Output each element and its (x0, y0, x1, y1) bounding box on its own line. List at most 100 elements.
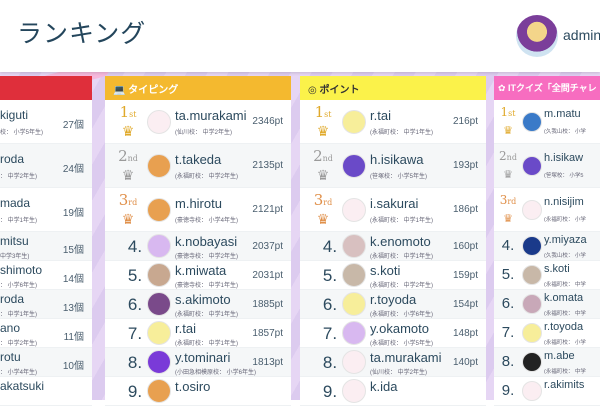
ranking-row[interactable]: 7. r.tai (永福町校： 中学1年生) 1857pt (105, 319, 291, 348)
score: 19個 (62, 208, 84, 219)
ranking-row[interactable]: 8. y.tominari (小田急相模原校： 小学6年生) 1813pt (105, 348, 291, 377)
ranking-row[interactable]: roda ： 中学1年生) 13個 (0, 290, 92, 319)
user-name[interactable]: s.koti (544, 263, 570, 275)
user-name[interactable]: akatsuki (0, 379, 45, 393)
avatar (342, 379, 366, 403)
ranking-row[interactable]: 5. k.miwata (豪徳寺校： 中学1年生) 2031pt (105, 261, 291, 290)
ranking-row[interactable]: 6. k.omata (永福町校： 中学 (494, 290, 600, 319)
ranking-row[interactable]: 5. s.koti (永福町校： 中学2年生) 159pt (300, 261, 486, 290)
ranking-row[interactable]: shimoto ： 小学6年生) 14個 (0, 261, 92, 290)
user-name[interactable]: i.sakurai (370, 196, 419, 211)
ranking-row[interactable]: rotu ： 小学4年生) 10個 (0, 348, 92, 377)
user-name[interactable]: r.toyoda (370, 292, 417, 307)
user-name[interactable]: r.toyoda (544, 321, 584, 333)
ranking-row[interactable]: mada ： 中学1年生) 19個 (0, 188, 92, 232)
user-name[interactable]: rotu (0, 350, 21, 364)
user-name[interactable]: h.isikaw (544, 152, 584, 164)
ranking-row[interactable]: 7. y.okamoto (永福町校： 小学5年生) 148pt (300, 319, 486, 348)
ranking-row[interactable]: 1st ♛ r.tai (永福町校： 中学1年生) 216pt (300, 100, 486, 144)
ranking-row[interactable]: kiguti 校： 小学5年生) 27個 (0, 100, 92, 144)
user-name[interactable]: k.omata (544, 292, 584, 304)
ranking-row[interactable]: 7. r.toyoda (永福町校： 小学 (494, 319, 600, 348)
score: 160pt (452, 241, 478, 252)
ranking-row[interactable]: 5. s.koti (永福町校： 中学 (494, 261, 600, 290)
user-name[interactable]: ta.murakami (175, 108, 247, 123)
user-name[interactable]: roda (0, 152, 25, 166)
user-name[interactable]: s.akimoto (175, 292, 231, 307)
user-name[interactable]: k.miwata (175, 263, 227, 278)
column-title: ITクイズ「全問チャレ (508, 83, 597, 93)
column-header (0, 76, 92, 100)
ranking-row[interactable]: 3rd ♛ i.sakurai (永福町校： 中学1年生) 186pt (300, 188, 486, 232)
ranking-row[interactable]: 3rd ♛ n.nisijim (永福町校： 小学 (494, 188, 600, 232)
avatar (522, 265, 542, 285)
user-name[interactable]: m.matu (544, 108, 581, 120)
user-name[interactable]: mitsu (0, 234, 29, 248)
ranking-row[interactable]: 6. s.akimoto (永福町校： 中学1年生) 1885pt (105, 290, 291, 319)
rank-number: 6. (127, 295, 143, 314)
ranking-row[interactable]: 1st ♛ m.matu (久我山校： 小学 (494, 100, 600, 144)
ranking-row[interactable]: 9. k.ida (300, 377, 486, 406)
user-name[interactable]: admin (563, 27, 600, 43)
ranking-row[interactable]: 3rd ♛ m.hirotu (豪徳寺校： 小学4年生) 2121pt (105, 188, 291, 232)
ranking-row[interactable]: akatsuki (0, 377, 92, 406)
school-grade: 校： 小学5年生) (0, 130, 44, 136)
rank-number: 9. (501, 382, 515, 399)
rank-number: 8. (501, 353, 515, 370)
user-name[interactable]: k.enomoto (370, 234, 431, 249)
user-name[interactable]: r.tai (175, 321, 196, 336)
ranking-row[interactable]: 8. m.abe (永福町校： 中学 (494, 348, 600, 377)
school-grade: (永福町校： 小学 (544, 217, 586, 223)
user-name[interactable]: mada (0, 196, 31, 210)
ranking-row[interactable]: 1st ♛ ta.murakami (仙川校： 中学2年生) 2346pt (105, 100, 291, 144)
score: 13個 (62, 303, 84, 314)
user-name[interactable]: t.osiro (175, 379, 211, 394)
user-name[interactable]: r.akimits (544, 379, 585, 391)
ranking-row[interactable]: 9. t.osiro (105, 377, 291, 406)
school-grade: (豪徳寺校： 小学4年生) (175, 218, 239, 224)
school-grade: (豪徳寺校： 中学1年生) (175, 283, 239, 289)
column-title: タイピング (128, 85, 179, 96)
ranking-row[interactable]: 2nd ♛ h.isikaw (笹塚校： 小学5 (494, 144, 600, 188)
coins-icon: ◎ (308, 85, 320, 96)
user-name[interactable]: shimoto (0, 263, 43, 277)
ranking-row[interactable]: ano ： 中学2年生) 11個 (0, 319, 92, 348)
user-name[interactable]: k.nobayasi (175, 234, 238, 249)
score: 154pt (452, 299, 478, 310)
user-name[interactable]: h.isikawa (370, 152, 424, 167)
school-grade: (永福町校： 中学1年生) (175, 312, 239, 318)
ranking-row[interactable]: 4. k.nobayasi (豪徳寺校： 中学2年生) 2037pt (105, 232, 291, 261)
avatar (522, 294, 542, 314)
user-avatar[interactable] (516, 15, 558, 57)
avatar (147, 110, 171, 134)
user-name[interactable]: r.tai (370, 108, 391, 123)
user-name[interactable]: s.koti (370, 263, 401, 278)
user-name[interactable]: m.abe (544, 350, 575, 362)
ranking-row[interactable]: 4. k.enomoto (永福町校： 中学1年生) 160pt (300, 232, 486, 261)
ranking-row[interactable]: 4. y.miyaza (久我山校： 小学 (494, 232, 600, 261)
avatar (342, 198, 366, 222)
user-name[interactable]: y.miyaza (544, 234, 587, 246)
ranking-row[interactable]: 8. ta.murakami (仙川校： 中学2年生) 140pt (300, 348, 486, 377)
ranking-row[interactable]: 2nd ♛ t.takeda (永福町校： 中学2年生) 2135pt (105, 144, 291, 188)
user-name[interactable]: y.tominari (175, 350, 231, 365)
school-grade: ： 中学2年生) (0, 341, 38, 347)
user-name[interactable]: k.ida (370, 379, 398, 394)
user-name[interactable]: y.okamoto (370, 321, 430, 336)
ranking-row[interactable]: 6. r.toyoda (永福町校： 小学6年生) 154pt (300, 290, 486, 319)
user-name[interactable]: m.hirotu (175, 196, 222, 211)
user-name[interactable]: roda (0, 292, 25, 306)
ranking-row[interactable]: 2nd ♛ h.isikawa (笹塚校： 小学5年生) 193pt (300, 144, 486, 188)
user-name[interactable]: kiguti (0, 108, 29, 122)
user-name[interactable]: n.nisijim (544, 196, 584, 208)
user-name[interactable]: t.takeda (175, 152, 222, 167)
ranking-row[interactable]: roda ： 中学2年生) 24個 (0, 144, 92, 188)
user-name[interactable]: ano (0, 321, 21, 335)
user-name[interactable]: ta.murakami (370, 350, 442, 365)
score: 186pt (452, 204, 478, 215)
school-grade: 中学3年生) (0, 254, 30, 260)
medal-2nd-icon: 2nd ♛ (499, 149, 517, 181)
ranking-row[interactable]: 9. r.akimits (494, 377, 600, 406)
avatar (342, 154, 366, 178)
ranking-row[interactable]: mitsu 中学3年生) 15個 (0, 232, 92, 261)
